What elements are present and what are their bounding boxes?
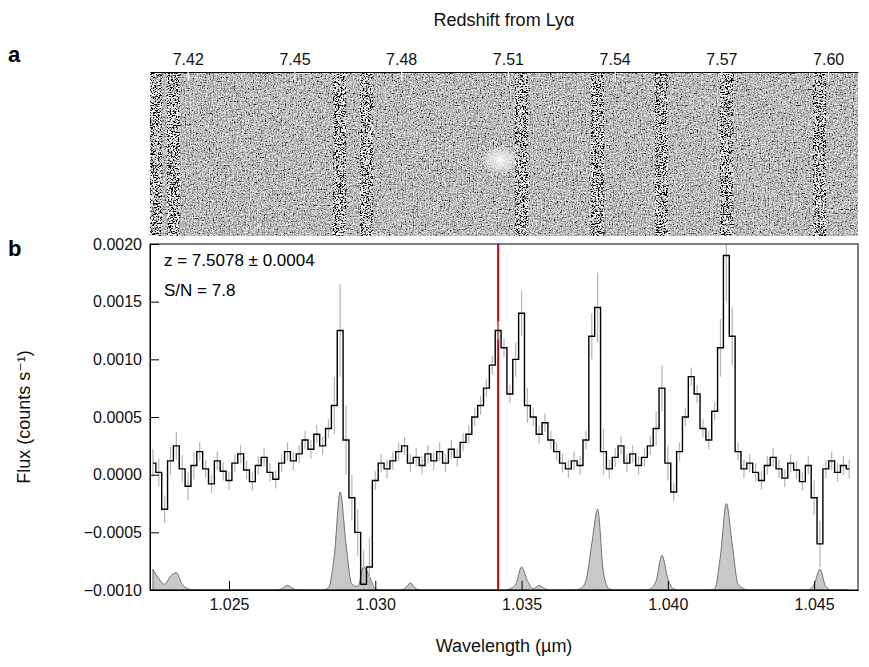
tick-mark bbox=[294, 72, 295, 81]
tick-mark bbox=[522, 581, 523, 590]
tick-mark bbox=[150, 475, 159, 476]
tick: 7.42 bbox=[173, 51, 204, 81]
sky-line bbox=[656, 72, 668, 236]
tick-mark bbox=[615, 72, 616, 81]
tick: 7.57 bbox=[706, 51, 737, 81]
error-bar bbox=[369, 538, 370, 590]
sky-spectrum bbox=[153, 492, 849, 590]
tick-mark bbox=[150, 244, 159, 245]
axis-title: Redshift from Lyα bbox=[434, 10, 575, 30]
tick: 1.040 bbox=[648, 581, 688, 613]
x-axis: 1.025 1.030 1.035 1.040 1.045 bbox=[151, 581, 859, 613]
panel-label: b bbox=[8, 236, 21, 261]
axis-line bbox=[151, 590, 859, 591]
tick-mark bbox=[721, 72, 722, 81]
tick-mark bbox=[150, 590, 159, 591]
tick-label: 1.025 bbox=[209, 596, 249, 613]
tick-mark bbox=[375, 581, 376, 590]
tick: 7.60 bbox=[813, 51, 844, 81]
image-panel bbox=[150, 72, 858, 236]
tick-label: 7.42 bbox=[173, 51, 204, 68]
tick: 7.54 bbox=[600, 51, 631, 81]
y-axis: −0.0010 −0.0005 0.0000 0.0005 0.0010 0.0015 0.… bbox=[84, 236, 159, 599]
tick: −0.0010 bbox=[84, 582, 159, 599]
tick-label: 1.035 bbox=[502, 596, 542, 613]
sky-line bbox=[814, 72, 826, 236]
tick: 7.51 bbox=[493, 51, 524, 81]
tick-mark bbox=[150, 417, 159, 418]
tick-label: 1.045 bbox=[795, 596, 835, 613]
tick: 0.0020 bbox=[93, 236, 159, 253]
lya-marker bbox=[497, 244, 499, 590]
axis-title: Wavelength (µm) bbox=[436, 636, 573, 656]
tick-mark bbox=[401, 72, 402, 81]
tick: 0.0000 bbox=[93, 466, 159, 483]
plot-frame bbox=[150, 244, 858, 590]
sky-line bbox=[150, 72, 162, 236]
spectrum-line bbox=[153, 256, 849, 585]
axis-title: Flux (counts s⁻¹) bbox=[14, 350, 34, 484]
tick-label: 7.48 bbox=[386, 51, 417, 68]
tick-mark bbox=[668, 581, 669, 590]
tick-mark bbox=[150, 532, 159, 533]
annotation: S/N = 7.8 bbox=[164, 281, 235, 300]
tick: 1.025 bbox=[209, 581, 249, 613]
tick-label: 7.57 bbox=[706, 51, 737, 68]
tick-mark bbox=[508, 72, 509, 81]
error-bar bbox=[726, 244, 727, 302]
x-axis-top: 7.42 7.45 7.48 7.51 7.54 7.57 7.60 bbox=[151, 51, 859, 81]
tick: 1.030 bbox=[356, 581, 396, 613]
plot-area bbox=[153, 244, 849, 590]
tick-mark bbox=[150, 359, 159, 360]
figure: 7.42 7.45 7.48 7.51 7.54 7.57 7.60 Redshift fro… bbox=[0, 0, 869, 667]
tick-label: 7.54 bbox=[600, 51, 631, 68]
tick-label: 1.040 bbox=[648, 596, 688, 613]
sky-line bbox=[167, 72, 179, 236]
emission-blob bbox=[480, 145, 520, 175]
sky-line bbox=[592, 72, 604, 236]
tick: 7.48 bbox=[386, 51, 417, 81]
tick: 1.045 bbox=[795, 581, 835, 613]
tick-label: 7.51 bbox=[493, 51, 524, 68]
tick-label: −0.0005 bbox=[84, 524, 142, 541]
tick-label: 1.030 bbox=[356, 596, 396, 613]
panel-label: a bbox=[8, 42, 21, 67]
tick-label: 0.0000 bbox=[93, 466, 142, 483]
sky-line bbox=[720, 72, 732, 236]
image-background bbox=[150, 72, 858, 236]
sky-line bbox=[360, 72, 372, 236]
tick-mark bbox=[150, 302, 159, 303]
tick: 7.45 bbox=[279, 51, 310, 81]
tick-label: 7.45 bbox=[279, 51, 310, 68]
tick-mark bbox=[814, 581, 815, 590]
tick: 1.035 bbox=[502, 581, 542, 613]
tick-mark bbox=[828, 72, 829, 81]
tick-mark bbox=[229, 581, 230, 590]
tick-mark bbox=[188, 72, 189, 81]
annotation: z = 7.5078 ± 0.0004 bbox=[164, 251, 315, 270]
tick: 0.0010 bbox=[93, 351, 159, 368]
sky-line bbox=[334, 72, 346, 236]
tick-label: 0.0020 bbox=[93, 236, 142, 253]
tick-label: 7.60 bbox=[813, 51, 844, 68]
tick: 0.0005 bbox=[93, 409, 159, 426]
tick-label: 0.0010 bbox=[93, 351, 142, 368]
tick: −0.0005 bbox=[84, 524, 159, 541]
axis-line bbox=[151, 72, 859, 73]
tick: 0.0015 bbox=[93, 293, 159, 310]
tick-label: −0.0010 bbox=[84, 582, 142, 599]
tick-label: 0.0005 bbox=[93, 409, 142, 426]
tick-label: 0.0015 bbox=[93, 293, 142, 310]
